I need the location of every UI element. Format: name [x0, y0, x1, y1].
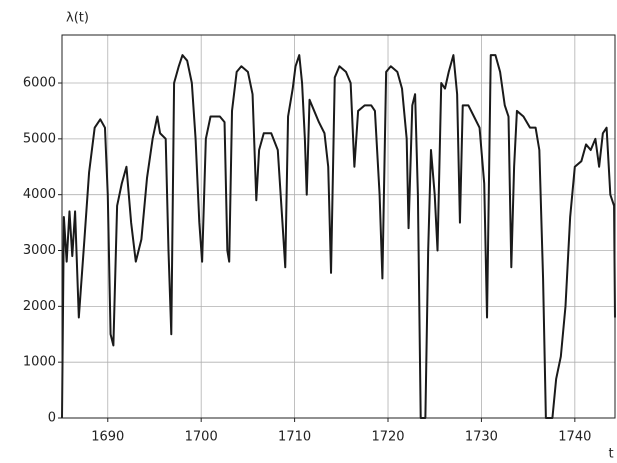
y-axis-label: λ(t) [66, 11, 89, 26]
y-tick-label: 4000 [23, 187, 56, 202]
x-axis-label: t [608, 447, 613, 462]
x-tick-label: 1720 [371, 430, 404, 445]
y-tick-label: 3000 [23, 243, 56, 258]
x-tick-label: 1740 [558, 430, 591, 445]
data-line [61, 54, 616, 419]
x-tick-label: 1710 [278, 430, 311, 445]
y-tick-label: 6000 [23, 76, 56, 91]
plot-frame [61, 34, 616, 419]
x-tick-label: 1690 [91, 430, 124, 445]
x-tick-label: 1700 [185, 430, 218, 445]
y-tick-label: 0 [48, 411, 56, 426]
y-tick-label: 5000 [23, 131, 56, 146]
y-tick-label: 1000 [23, 355, 56, 370]
y-tick-label: 2000 [23, 299, 56, 314]
x-tick-label: 1730 [465, 430, 498, 445]
